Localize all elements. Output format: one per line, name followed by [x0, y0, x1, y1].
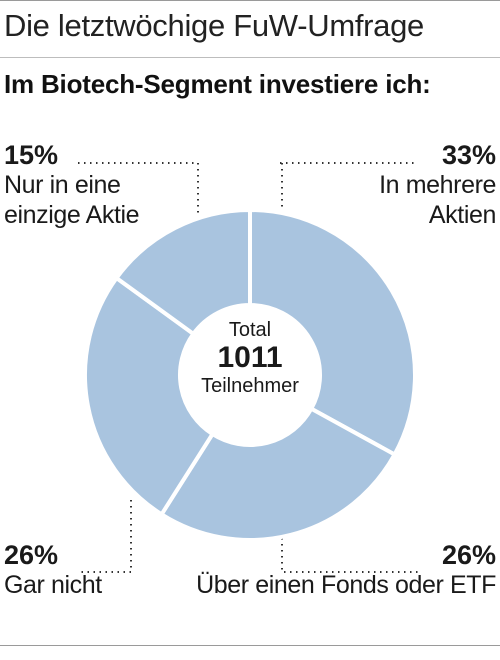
- leader-line-5: [78, 500, 132, 573]
- slice-percent-1: 26%: [441, 540, 496, 570]
- center-participants-label: Teilnehmer: [201, 375, 299, 397]
- center-total-value: 1011: [217, 341, 283, 374]
- slice-percent-3: 15%: [4, 140, 59, 170]
- slice-percent-2: 26%: [4, 540, 59, 570]
- donut-slice-3: [113, 207, 252, 337]
- header-divider: [0, 57, 500, 58]
- slice-text-3-line-1: Nur in eine: [4, 171, 121, 199]
- slice-text-0-line-2: Aktien: [428, 201, 496, 229]
- donut-center-label: Total 1011 Teilnehmer: [180, 318, 320, 398]
- slice-percent-0: 33%: [441, 140, 496, 170]
- slice-text-0-line-1: In mehrere: [379, 171, 496, 199]
- slice-label-0: 33% In mehrere Aktien: [379, 140, 496, 230]
- top-rule: [0, 0, 500, 1]
- slice-text-3-line-2: einzige Aktie: [4, 201, 140, 229]
- slice-text-1-line-1: Über einen Fonds oder ETF: [196, 571, 496, 599]
- donut-slice-1: [158, 406, 398, 542]
- slice-text-2-line-1: Gar nicht: [4, 571, 102, 599]
- slice-label-3: 15% Nur in eine einzige Aktie: [4, 140, 140, 230]
- chart-title: Im Biotech-Segment investiere ich:: [4, 69, 431, 99]
- bottom-rule: [0, 645, 500, 646]
- donut-slice-2: [83, 275, 216, 518]
- donut-slice-0: [248, 207, 417, 458]
- slice-label-2: 26% Gar nicht: [4, 540, 102, 600]
- center-total-label: Total: [228, 319, 272, 341]
- header-title: Die letztwöchige FuW-Umfrage: [4, 8, 424, 43]
- slice-label-1: 26% Über einen Fonds oder ETF: [196, 540, 496, 600]
